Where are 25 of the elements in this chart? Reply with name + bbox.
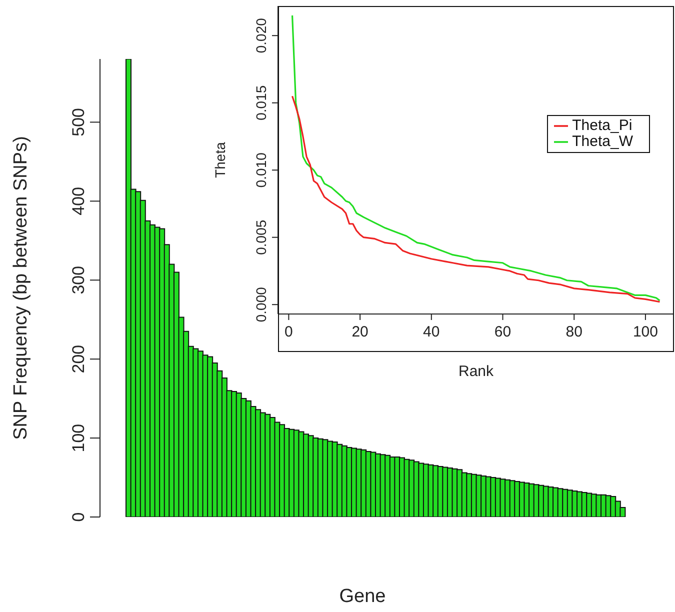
y-tick-label: 300 (69, 266, 88, 294)
line-series (291, 95, 661, 303)
legend-label: Theta_W (572, 133, 633, 150)
x-axis-title: Gene (339, 586, 386, 607)
x-axis-title: Rank (458, 363, 494, 380)
y-tick-label: 0.000 (253, 286, 269, 322)
x-tick-label: 20 (352, 324, 368, 341)
x-tick-label: 60 (494, 324, 512, 341)
legend-label: Theta_Pi (572, 117, 632, 134)
y-axis-title: Theta (212, 142, 228, 178)
x-tick-label: 40 (423, 324, 440, 341)
y-tick-label: 0.005 (253, 220, 269, 255)
y-tick-label: 500 (69, 108, 88, 136)
y-tick-label: 200 (69, 344, 88, 374)
y-tick-label: 0.010 (253, 152, 269, 188)
y-tick-label: 0 (69, 512, 88, 522)
y-axis-title: SNP Frequency (bp between SNPs) (10, 136, 32, 440)
x-tick-label: 80 (566, 324, 582, 341)
line-series (291, 14, 661, 302)
x-tick-label: 100 (632, 324, 658, 341)
x-tick-label: 0 (284, 324, 293, 341)
y-tick-label: 100 (69, 424, 88, 452)
y-tick-label: 0.015 (253, 85, 269, 120)
y-tick-label: 0.020 (253, 18, 269, 54)
y-tick-label: 400 (69, 186, 88, 216)
